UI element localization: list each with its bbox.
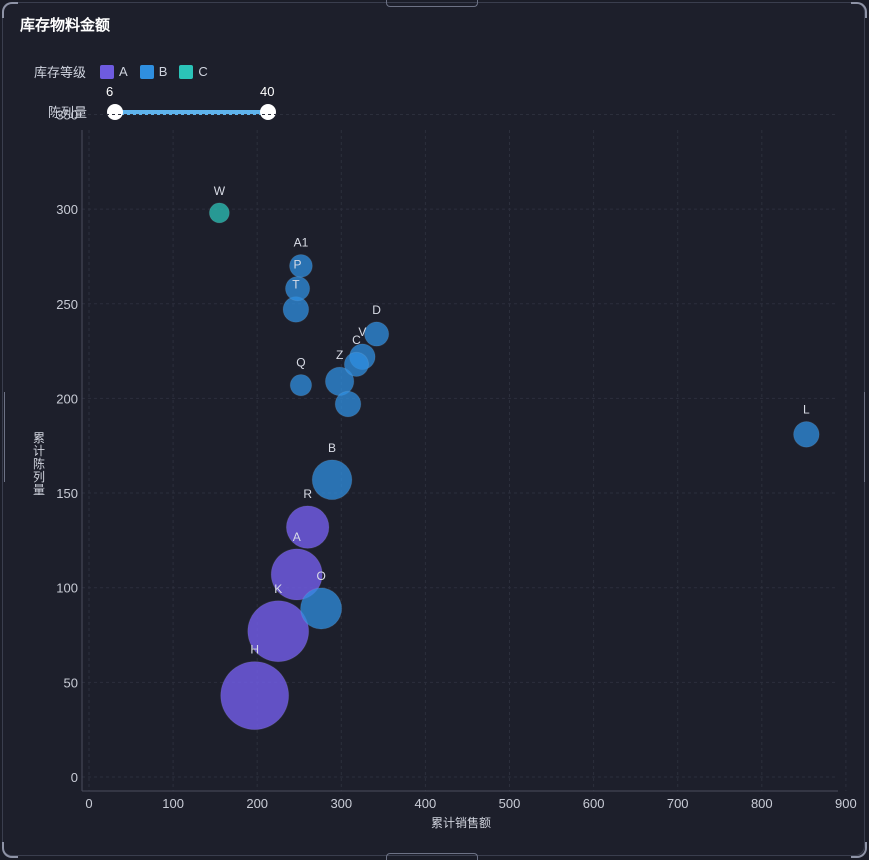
frame-corner-bottom-right <box>851 842 867 858</box>
slider-min-handle[interactable] <box>107 104 123 120</box>
slider-min-value: 6 <box>106 84 114 99</box>
bubble-point <box>334 390 362 418</box>
y-axis-label: 累计陈列量 <box>33 431 45 497</box>
bubble-label: D <box>372 303 381 317</box>
bubble-label: W <box>214 184 226 198</box>
x-tick-label: 100 <box>162 796 184 811</box>
bubble-point <box>343 351 370 377</box>
bubble-label: H <box>250 643 259 657</box>
bubble-point <box>289 373 313 397</box>
bubble-label: L <box>803 403 810 417</box>
y-tick-label: 50 <box>64 675 78 690</box>
bubble-point <box>270 548 323 601</box>
x-tick-label: 400 <box>415 796 437 811</box>
frame-corner-top-right <box>851 2 867 18</box>
bubble-label: R <box>303 487 312 501</box>
bubble-label: C <box>352 333 361 347</box>
bubble-label: B <box>328 441 336 455</box>
legend-item-b[interactable]: B <box>139 64 168 79</box>
x-tick-label: 300 <box>330 796 352 811</box>
frame-side-left <box>0 392 5 482</box>
y-tick-label: 250 <box>56 297 78 312</box>
legend-item-label: A <box>119 64 128 79</box>
legend-swatch-a <box>100 64 115 79</box>
y-tick-label: 100 <box>56 581 78 596</box>
bubble-point <box>311 459 353 501</box>
y-tick-label: 0 <box>71 770 78 785</box>
bubble-label: A <box>293 530 301 544</box>
x-tick-label: 600 <box>583 796 605 811</box>
x-axis-label: 累计销售额 <box>431 815 491 830</box>
x-tick-label: 700 <box>667 796 689 811</box>
bubble-label: V <box>358 325 366 339</box>
y-tick-label: 300 <box>56 202 78 217</box>
bubble-label: Z <box>336 348 343 362</box>
legend-item-label: B <box>158 64 168 79</box>
slider-max-value: 40 <box>260 84 275 99</box>
x-tick-label: 900 <box>835 796 857 811</box>
legend-swatch-b <box>139 64 154 79</box>
bubble-point <box>300 587 343 630</box>
frame-notch-top <box>386 0 478 7</box>
legend-label: 库存等级 <box>34 65 87 80</box>
y-tick-label: 150 <box>56 486 78 501</box>
bubble-label: T <box>292 278 300 292</box>
slider-track[interactable] <box>114 110 268 115</box>
frame-corner-top-left <box>2 2 18 18</box>
x-tick-label: 500 <box>499 796 521 811</box>
legend-swatch-c <box>179 64 194 79</box>
frame-notch-bottom <box>386 853 478 860</box>
slider-label: 陈列量 <box>48 105 88 120</box>
bubble-point <box>793 421 820 448</box>
bubble-label: P <box>294 257 302 271</box>
bubble-point <box>285 505 330 549</box>
frame-corner-bottom-left <box>2 842 18 858</box>
chart-title: 库存物料金额 <box>20 17 111 34</box>
bubble-size-slider: 陈列量 6 40 <box>48 84 288 124</box>
bubble-point <box>220 661 290 731</box>
bubble-label: Q <box>296 355 305 369</box>
bubble-point <box>247 600 310 663</box>
slider-max-handle[interactable] <box>260 104 276 120</box>
bubble-point <box>289 253 313 278</box>
legend-item-c[interactable]: C <box>179 64 208 79</box>
bubble-label: A1 <box>294 235 309 249</box>
x-tick-label: 800 <box>751 796 773 811</box>
y-tick-label: 350 <box>56 107 78 122</box>
legend: 库存等级 A B C <box>34 62 220 81</box>
frame-side-right <box>864 392 869 482</box>
y-tick-label: 200 <box>56 391 78 406</box>
bubble-label: O <box>316 569 325 583</box>
x-tick-label: 0 <box>85 796 92 811</box>
bubble-label: K <box>274 582 282 596</box>
bubble-point <box>364 321 390 347</box>
legend-item-a[interactable]: A <box>100 64 128 79</box>
legend-item-label: C <box>198 64 208 79</box>
x-tick-label: 200 <box>246 796 268 811</box>
bubble-point <box>208 202 230 224</box>
